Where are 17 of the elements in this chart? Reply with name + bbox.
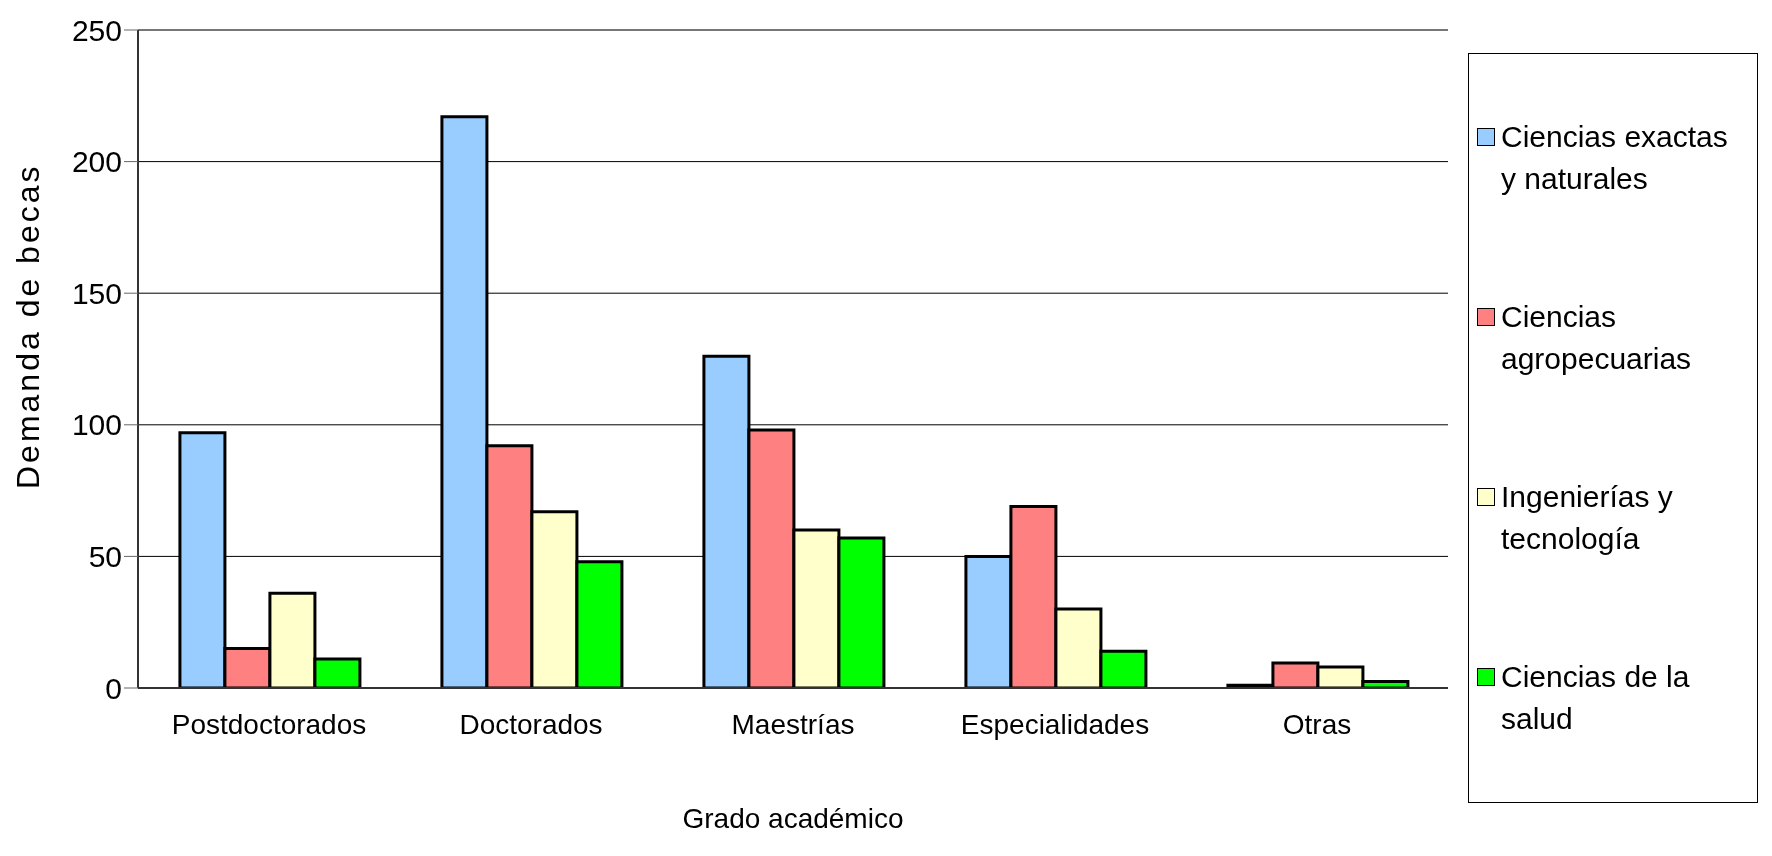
legend-label: Ciencias agropecuarias (1501, 299, 1693, 377)
x-tick-label: Postdoctorados (171, 708, 367, 740)
y-tick-label: 250 (71, 13, 122, 47)
y-tick-label: 0 (105, 671, 122, 705)
x-tick-label: Maestrías (731, 708, 855, 740)
y-tick-label: 150 (71, 276, 122, 310)
x-axis-title: Grado académico (682, 803, 904, 834)
x-tick-label: Doctorados (459, 708, 603, 740)
legend-label: Ciencias de la salud (1501, 659, 1691, 737)
x-tick-label: Especialidades (960, 708, 1150, 740)
x-tick-label: Otras (1282, 708, 1352, 740)
legend-label: Ciencias exactas y naturales (1501, 119, 1729, 197)
y-tick-label: 200 (71, 145, 122, 179)
y-axis-title: Demanda de becas (10, 163, 47, 489)
y-tick-label: 50 (88, 540, 122, 574)
y-tick-label: 100 (71, 408, 122, 442)
legend-label: Ingenierías y tecnología (1501, 479, 1674, 557)
